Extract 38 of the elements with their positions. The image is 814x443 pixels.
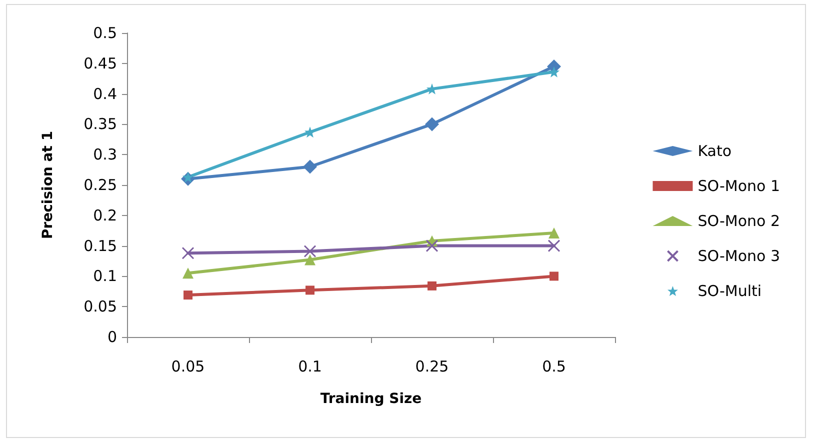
y-tick-label: 0.1	[93, 267, 117, 286]
legend-label: Kato	[698, 142, 732, 160]
x-tick-label: 0.1	[298, 358, 322, 376]
point	[428, 281, 436, 290]
point	[303, 160, 317, 174]
point	[184, 290, 192, 300]
point	[548, 240, 560, 252]
point	[306, 286, 314, 295]
x-axis-title: Training Size	[320, 391, 422, 407]
point	[425, 117, 439, 132]
point	[182, 246, 194, 260]
point	[182, 268, 194, 279]
x-tick-label: 0.05	[171, 358, 205, 376]
point	[548, 66, 560, 78]
legend-label: SO-Mono 3	[698, 247, 780, 265]
y-tick-label: 0.4	[93, 84, 117, 103]
point	[304, 245, 316, 258]
legend-label: SO-Mono 1	[698, 177, 780, 195]
y-tick-label: 0.35	[84, 115, 117, 134]
y-tick-label: 0.05	[84, 298, 117, 316]
point	[182, 172, 194, 183]
legend-label: SO-Mono 2	[698, 212, 780, 230]
point	[304, 254, 316, 266]
y-tick-label: 0.5	[93, 24, 117, 42]
y-tick-label: 0.15	[84, 236, 117, 255]
x-tick-label: 0.5	[542, 358, 566, 376]
point	[548, 228, 560, 239]
point	[550, 272, 558, 281]
x-tick-label: 0.25	[415, 358, 449, 376]
y-tick-label: 0	[107, 328, 117, 346]
y-axis-title: Precision at 1	[40, 130, 56, 240]
y-tick-label: 0.2	[93, 206, 117, 224]
point	[426, 240, 438, 252]
y-tick-label: 0.3	[93, 146, 117, 164]
point	[304, 126, 316, 138]
y-tick-label: 0.45	[84, 54, 117, 72]
legend-label: SO-Multi	[698, 282, 762, 300]
y-tick-label: 0.25	[84, 176, 117, 194]
